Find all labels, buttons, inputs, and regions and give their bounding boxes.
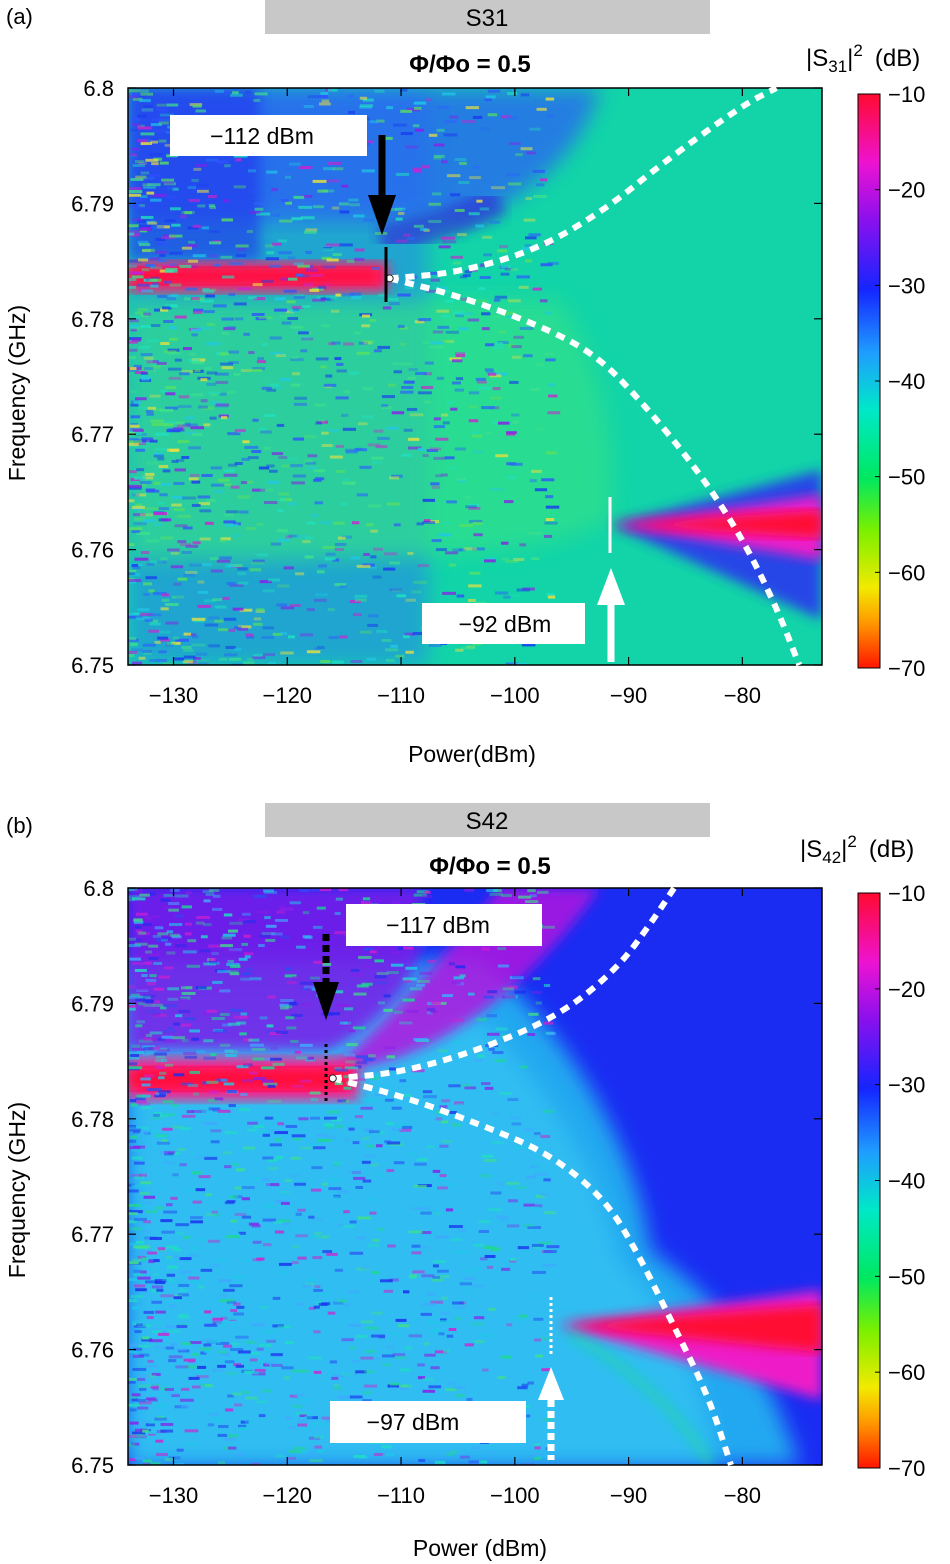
colorbar-ticks: −10 −20 −30 −40 −50 −60 −70 — [875, 82, 925, 681]
plot-frame — [127, 87, 823, 666]
colorbar-tick-label: −20 — [888, 977, 925, 1002]
x-axis-label: Power (dBm) — [413, 1535, 547, 1561]
colorbar-label-sup: 2 — [847, 832, 856, 851]
colorbar-tick-label: −30 — [888, 273, 925, 298]
y-axis: 6.75 6.76 6.77 6.78 6.79 6.8 — [71, 76, 822, 678]
lower-branch-line — [332, 1075, 734, 1466]
colorbar-tick-label: −30 — [888, 1073, 925, 1098]
plot-frame — [127, 887, 823, 1466]
down-arrow-icon — [368, 135, 396, 302]
annotation-label: −92 dBm — [459, 611, 552, 637]
banner-label: S31 — [466, 5, 509, 32]
y-tick-label: 6.79 — [71, 991, 114, 1016]
colorbar-label-tail: | — [841, 836, 847, 863]
x-axis: −130 −120 −110 −100 −90 −80 — [149, 88, 761, 708]
y-tick-label: 6.75 — [71, 653, 114, 678]
colorbar-label-base: |S — [800, 836, 822, 863]
y-tick-label: 6.8 — [83, 76, 114, 101]
y-axis-label: Frequency (GHz) — [4, 1102, 30, 1278]
x-tick-label: −90 — [610, 1483, 647, 1508]
x-tick-label: −110 — [377, 1483, 425, 1508]
banner-box — [265, 0, 710, 34]
banner-label: S42 — [466, 808, 509, 835]
colorbar-tick-label: −50 — [888, 1264, 925, 1289]
colorbar-label-sub: 42 — [822, 848, 841, 867]
y-tick-label: 6.77 — [71, 1222, 114, 1247]
colorbar-tick-label: −10 — [888, 82, 925, 107]
panel-a: (a) S31 Φ/Φo = 0.5 −130 −120 −110 −100 −90 −8… — [4, 0, 925, 767]
x-tick-label: −100 — [490, 1483, 540, 1508]
annotation-box — [330, 1401, 526, 1443]
x-tick-label: −110 — [377, 683, 425, 708]
y-tick-label: 6.79 — [71, 191, 114, 216]
y-tick-label: 6.76 — [71, 538, 114, 563]
annotation-box — [422, 603, 585, 644]
banner-box — [265, 803, 710, 837]
colorbar-tick-label: −60 — [888, 560, 925, 585]
x-tick-label: −130 — [149, 683, 199, 708]
up-arrow-icon — [538, 1297, 564, 1460]
y-tick-label: 6.8 — [83, 876, 114, 901]
bifurcation-dashed — [328, 886, 734, 1466]
y-tick-label: 6.75 — [71, 1453, 114, 1478]
panel-label: (a) — [6, 4, 33, 29]
colorbar-tick-label: −70 — [888, 1456, 925, 1481]
x-tick-label: −120 — [262, 683, 312, 708]
colorbar-tick-label: −50 — [888, 465, 925, 490]
annotation-label: −117 dBm — [386, 912, 490, 938]
upper-branch-line — [332, 886, 677, 1082]
y-axis-label: Frequency (GHz) — [4, 305, 30, 481]
y-tick-label: 6.77 — [71, 422, 114, 447]
annotation-box — [346, 904, 542, 946]
colorbar-tick-label: −40 — [888, 369, 925, 394]
colorbar-tick-label: −60 — [888, 1360, 925, 1385]
colorbar-label: |S42|2 (dB) — [800, 832, 914, 867]
panel-label: (b) — [6, 813, 33, 838]
colorbar-tick-label: −10 — [888, 881, 925, 906]
down-arrow-icon — [313, 934, 339, 1103]
x-tick-label: −90 — [610, 683, 647, 708]
lower-branch-line — [388, 275, 803, 667]
x-tick-label: −130 — [149, 1483, 199, 1508]
colorbar-tick-label: −70 — [888, 656, 925, 681]
annotation-label: −97 dBm — [367, 1409, 460, 1435]
heatmap-area — [128, 888, 822, 1465]
x-tick-label: −120 — [262, 1483, 312, 1508]
y-tick-label: 6.78 — [71, 307, 114, 332]
chart-title: Φ/Φo = 0.5 — [409, 51, 530, 78]
x-axis-label: Power(dBm) — [408, 741, 536, 767]
colorbar-label-tail: | — [847, 45, 853, 72]
x-tick-label: −100 — [490, 683, 540, 708]
chart-title: Φ/Φo = 0.5 — [429, 853, 550, 880]
upper-branch-line — [389, 85, 778, 282]
y-axis: 6.75 6.76 6.77 6.78 6.79 6.8 — [71, 876, 822, 1478]
bifurcation-point — [328, 1074, 337, 1083]
y-tick-label: 6.78 — [71, 1107, 114, 1132]
colorbar-tick-label: −40 — [888, 1169, 925, 1194]
annotation-label: −112 dBm — [210, 123, 314, 149]
colorbar-label-sup: 2 — [853, 41, 862, 60]
colorbar-label-sub: 31 — [828, 57, 847, 76]
colorbar-ticks: −10 −20 −30 −40 −50 −60 −70 — [875, 881, 925, 1481]
colorbar-label-unit: (dB) — [875, 45, 920, 72]
up-arrow-icon — [597, 497, 625, 662]
heatmap-area — [128, 88, 822, 665]
x-tick-label: −80 — [724, 1483, 761, 1508]
panel-b: (b) S42 Φ/Φo = 0.5 −130 −120 −110 −100 −90 −8… — [4, 803, 925, 1561]
colorbar-tick-label: −20 — [888, 178, 925, 203]
x-tick-label: −80 — [724, 683, 761, 708]
annotation-box — [170, 115, 367, 156]
colorbar-label-unit: (dB) — [869, 836, 914, 863]
x-axis: −130 −120 −110 −100 −90 −80 — [149, 888, 761, 1508]
colorbar-label: |S31|2 (dB) — [806, 41, 920, 76]
colorbar-label-base: |S — [806, 45, 828, 72]
y-tick-label: 6.76 — [71, 1338, 114, 1363]
